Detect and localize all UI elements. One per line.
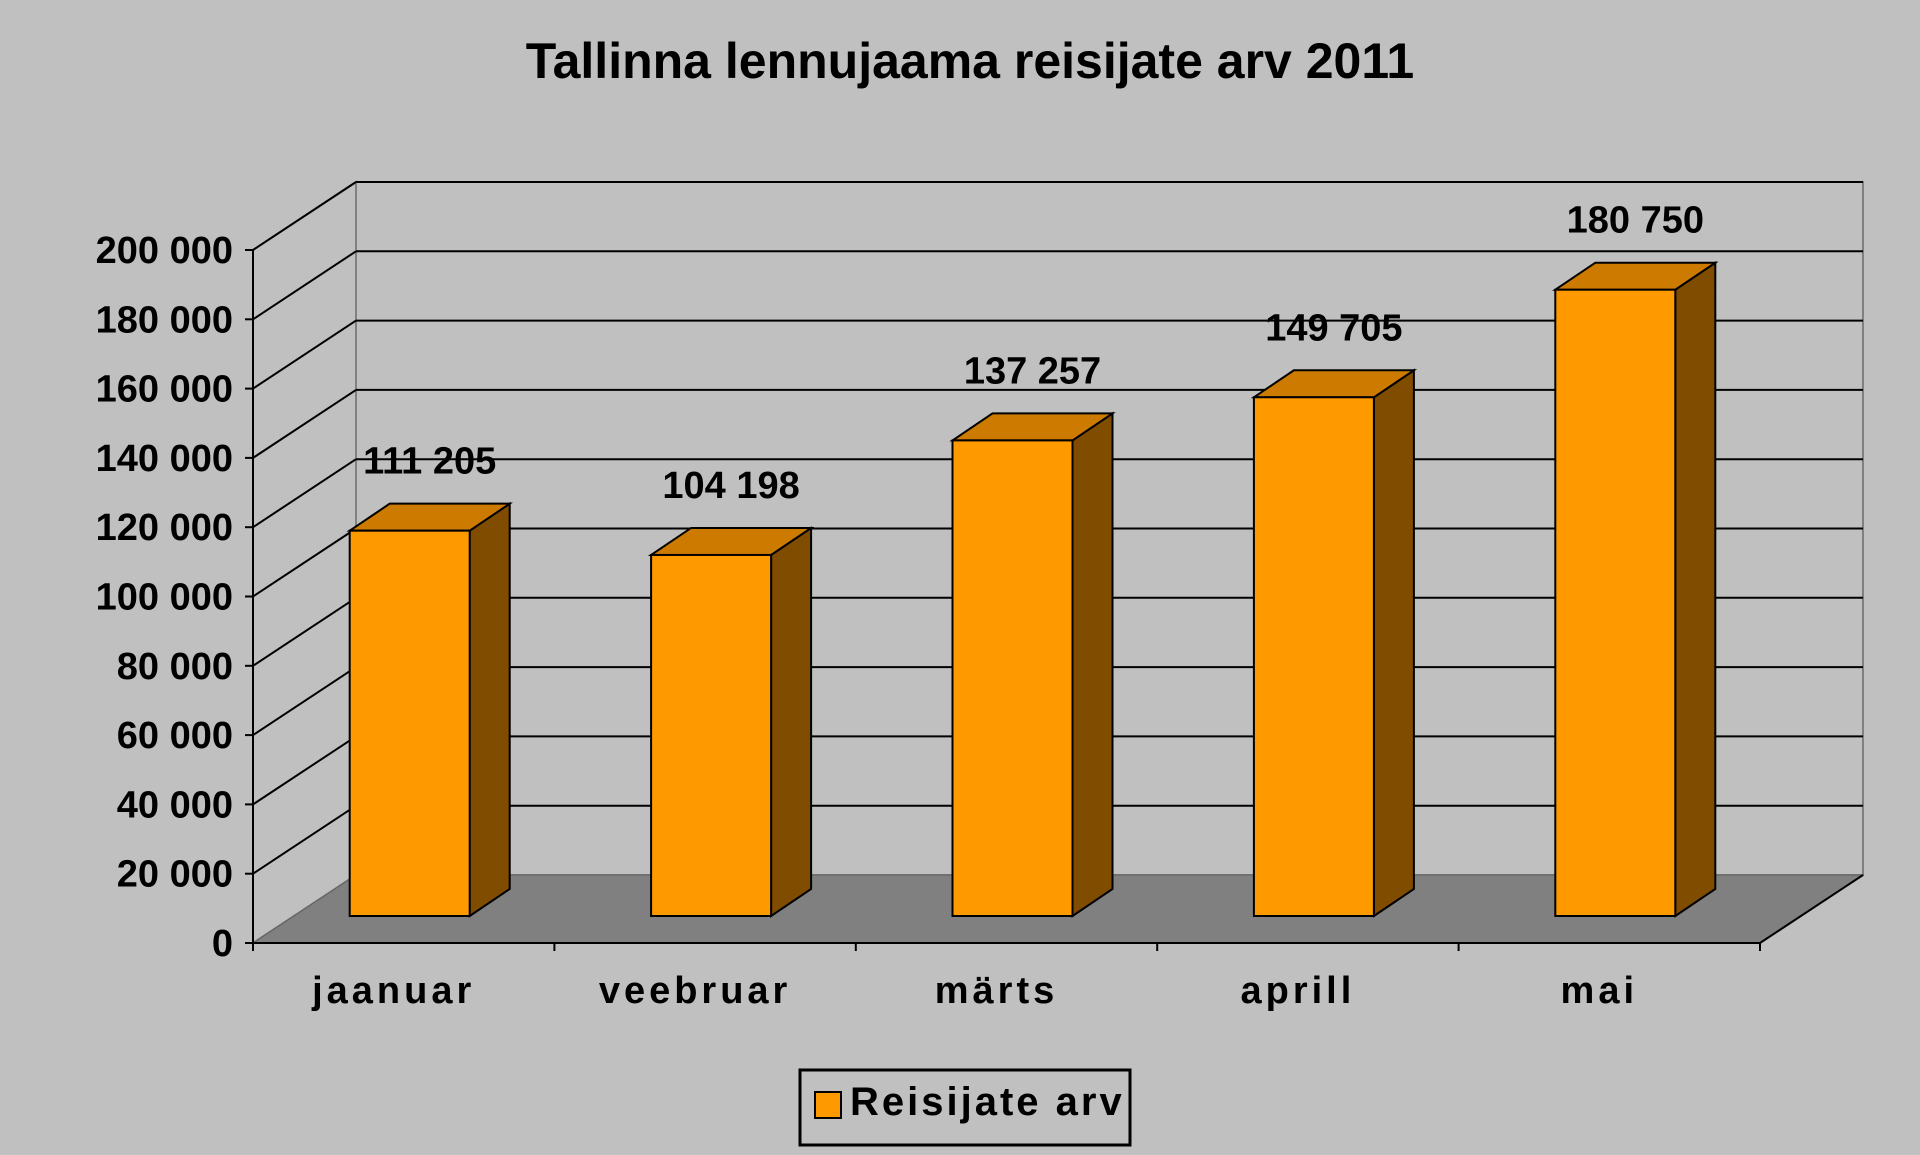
data-label: 180 750 (1567, 200, 1704, 242)
axes: 0 20 000 40 000 60 000 80 000 100 000 120 000 1… (96, 230, 1864, 1012)
gridline-side (252, 319, 357, 390)
y-tick-label: 60 000 (117, 715, 233, 757)
x-tick-label: jaanuar (311, 970, 475, 1012)
x-axis-depth-line (1759, 874, 1864, 944)
y-tick-label: 180 000 (96, 299, 233, 341)
gridline-side (252, 389, 357, 459)
gridline-side (252, 804, 357, 875)
bar-front (1554, 288, 1677, 918)
data-label: 137 257 (964, 350, 1101, 392)
y-tick-label: 100 000 (96, 577, 233, 619)
y-tick-label: 200 000 (96, 230, 233, 272)
data-label: 111 205 (363, 441, 496, 483)
gridline-side (252, 250, 357, 321)
y-tick-label: 160 000 (96, 369, 233, 411)
gridline-side (252, 666, 357, 736)
bar-side (468, 501, 511, 918)
gridline-side (252, 527, 357, 598)
bar (346, 501, 513, 918)
legend-label: Reisijate arv (850, 1080, 1125, 1124)
bar (1552, 260, 1719, 918)
bar-side (770, 526, 813, 918)
bar-front (650, 553, 773, 917)
bar-side (1674, 260, 1717, 918)
bar (647, 526, 815, 918)
bar-front (951, 439, 1074, 917)
y-tick-label: 80 000 (117, 646, 233, 688)
bar (949, 411, 1116, 918)
data-label: 149 705 (1265, 307, 1402, 349)
legend: Reisijate arv (798, 1068, 1132, 1147)
x-tick-label: märts (935, 970, 1059, 1012)
legend-swatch (814, 1091, 842, 1119)
y-tick-label: 20 000 (117, 854, 233, 896)
bar-front (1252, 396, 1375, 918)
gridline-side (252, 596, 357, 667)
gridline-side (252, 458, 357, 529)
x-tick-label: veebruar (599, 970, 792, 1012)
bar-side (1372, 368, 1415, 918)
bar (1250, 368, 1418, 918)
y-tick-label: 0 (212, 923, 233, 965)
y-tick-label: 40 000 (117, 784, 233, 826)
y-tick-label: 120 000 (96, 507, 233, 549)
data-label: 104 198 (662, 465, 799, 507)
y-tick-label: 140 000 (96, 438, 233, 480)
chart-title: Tallinna lennujaama reisijate arv 2011 (526, 33, 1414, 89)
gridline-side (252, 735, 357, 806)
x-tick-label: mai (1561, 970, 1638, 1012)
data-labels: 111 205 104 198 137 257 149 705 180 750 (363, 200, 1704, 507)
bar-side (1071, 411, 1114, 918)
x-tick-label: aprill (1240, 970, 1355, 1012)
bar-front (348, 529, 471, 917)
gridline-side (252, 181, 357, 251)
bars (346, 260, 1719, 918)
legend-box (798, 1068, 1132, 1147)
